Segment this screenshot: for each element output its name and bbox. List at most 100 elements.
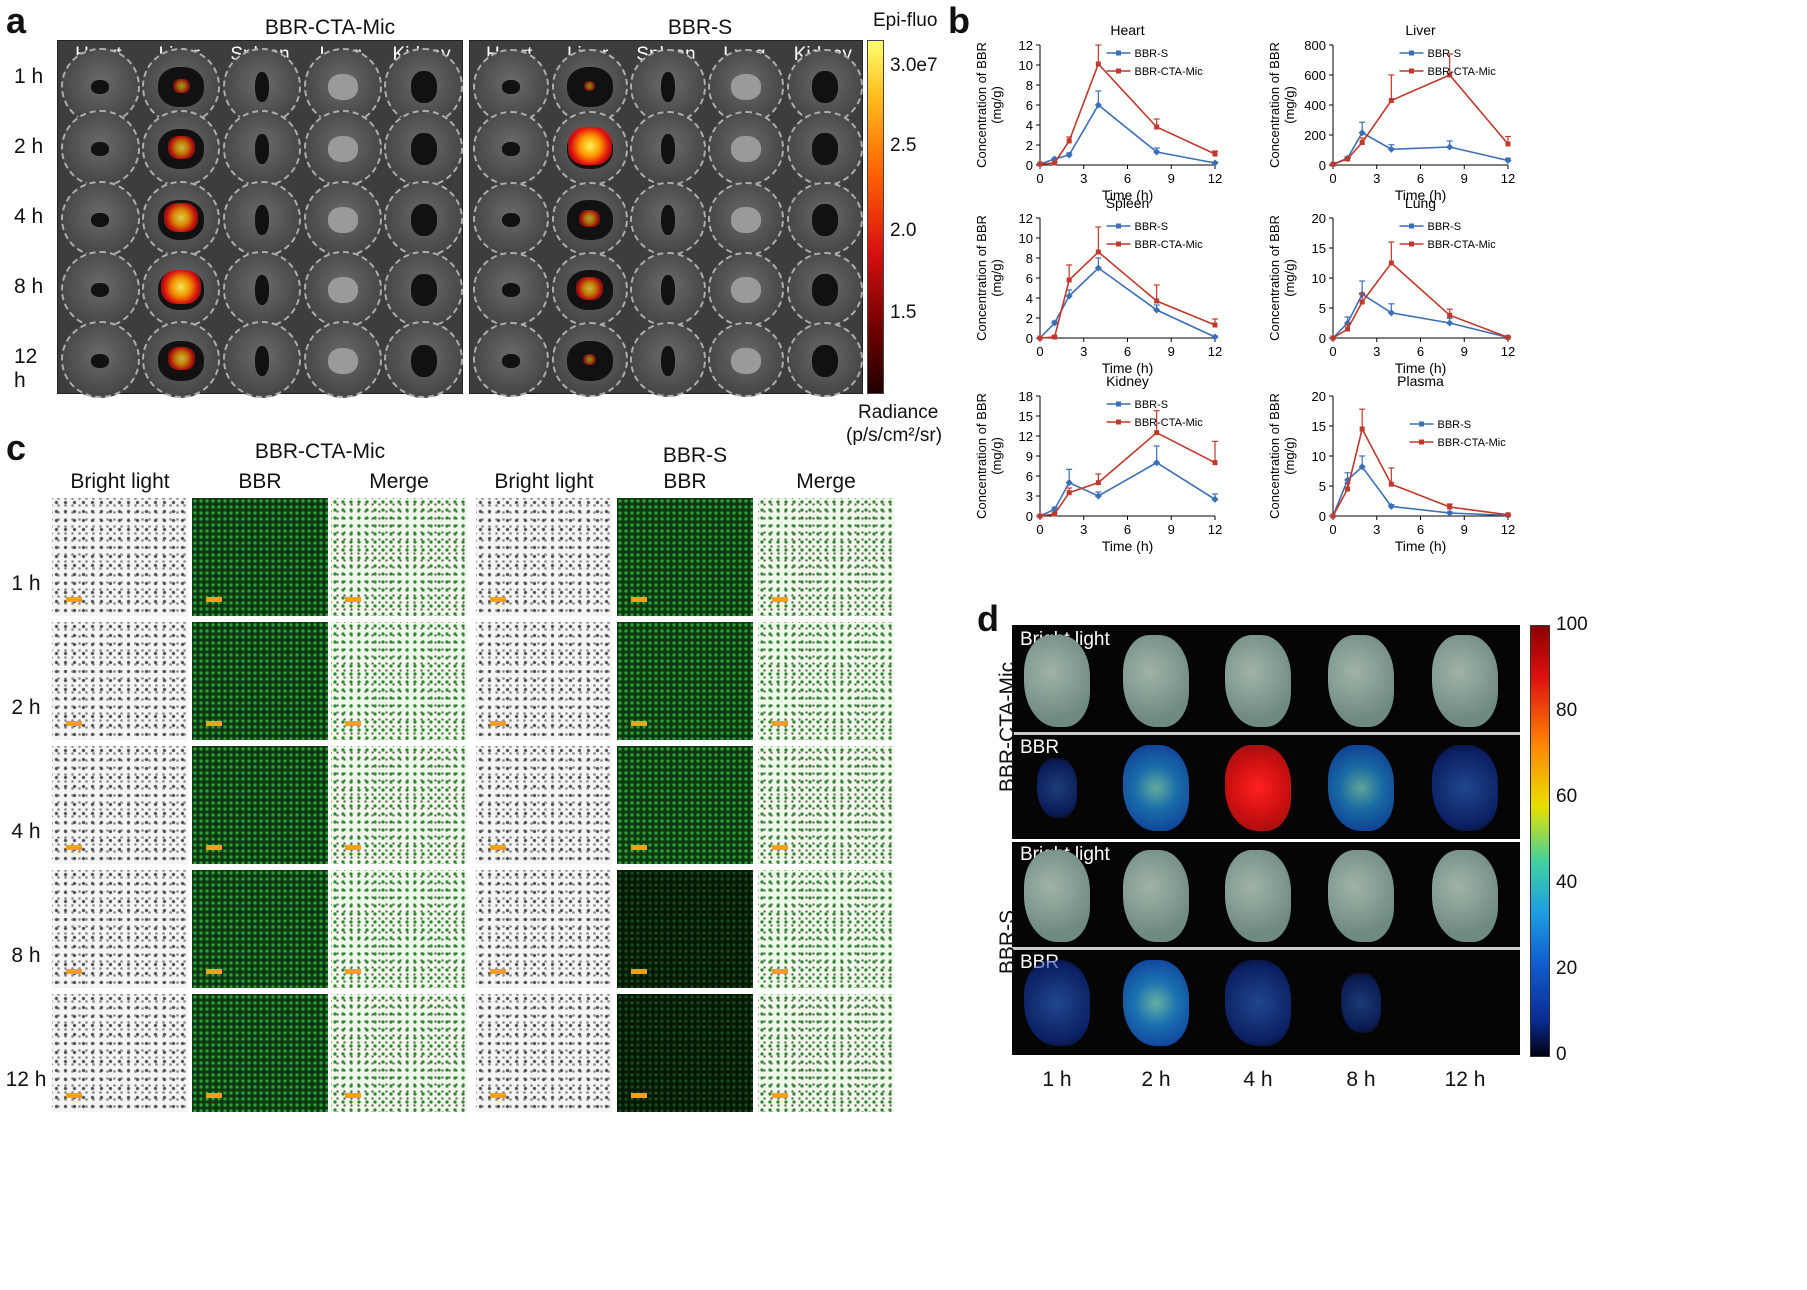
x-tick-label: 12 bbox=[1208, 522, 1222, 537]
panel-a-image-left: HeartLiverSpleenLungKidney bbox=[57, 40, 463, 399]
organ-tissue bbox=[731, 206, 762, 233]
liver-heatmap bbox=[1328, 745, 1394, 831]
organ-dish bbox=[786, 111, 863, 186]
micrograph-merge bbox=[758, 870, 894, 988]
x-tick-label: 12 bbox=[1501, 344, 1515, 359]
y-tick-label: 12 bbox=[1019, 429, 1033, 444]
data-point bbox=[1359, 426, 1365, 432]
organ-tissue bbox=[91, 353, 110, 368]
line-chart-kidney: Kidney 0 3 6 9 12 15 18 0 3 6 9 12 Time (h) Concentrat… bbox=[974, 373, 1222, 554]
scale-bar bbox=[66, 721, 82, 726]
fluorescence-spot bbox=[164, 202, 199, 232]
micrograph-merge bbox=[331, 994, 467, 1112]
scale-bar bbox=[631, 845, 647, 850]
organ-tissue bbox=[811, 274, 838, 307]
legend-label: BBR-S bbox=[1428, 221, 1462, 233]
data-point bbox=[1037, 513, 1043, 519]
data-point bbox=[1447, 72, 1453, 78]
data-point bbox=[1345, 156, 1351, 162]
panel-d-timepoint-label: 1 h bbox=[1042, 1068, 1072, 1091]
x-axis-label: Time (h) bbox=[1395, 538, 1447, 554]
organ-dish bbox=[708, 48, 785, 124]
y-tick-label: 12 bbox=[1019, 38, 1033, 53]
data-point bbox=[1037, 161, 1043, 167]
data-point bbox=[1505, 334, 1511, 340]
micrograph-merge bbox=[331, 622, 467, 740]
scale-bar bbox=[772, 721, 788, 726]
scale-bar bbox=[772, 597, 788, 602]
legend-label: BBR-CTA-Mic bbox=[1438, 437, 1507, 449]
legend-label: BBR-S bbox=[1135, 221, 1169, 233]
x-tick-label: 9 bbox=[1461, 171, 1468, 186]
legend-marker bbox=[1116, 419, 1121, 425]
organ-dish bbox=[303, 180, 382, 258]
x-tick-label: 6 bbox=[1417, 171, 1424, 186]
series-line bbox=[1039, 62, 1216, 165]
organ-tissue bbox=[410, 133, 437, 166]
legend-marker bbox=[1409, 50, 1414, 56]
fluorescence-spot bbox=[582, 353, 597, 366]
y-tick-label: 5 bbox=[1319, 479, 1326, 494]
scale-bar bbox=[206, 1093, 222, 1098]
y-tick-label: 6 bbox=[1026, 98, 1033, 113]
organ-dish bbox=[473, 181, 550, 257]
data-point bbox=[1212, 151, 1218, 157]
fluorescence-spot bbox=[160, 269, 202, 305]
organ-dish bbox=[384, 110, 463, 188]
x-tick-label: 12 bbox=[1501, 171, 1515, 186]
series-line bbox=[1332, 465, 1509, 517]
organ-tissue bbox=[731, 73, 762, 100]
organ-dish bbox=[786, 252, 863, 327]
x-tick-label: 9 bbox=[1461, 522, 1468, 537]
organ-tissue bbox=[410, 274, 437, 307]
y-tick-label: 20 bbox=[1312, 211, 1326, 226]
liver-bright-image bbox=[1123, 635, 1189, 727]
organ-dish bbox=[708, 111, 785, 186]
data-point bbox=[1388, 481, 1394, 487]
liver-heatmap bbox=[1024, 960, 1090, 1046]
organ-tissue bbox=[502, 212, 521, 227]
panel-a-timepoint-label: 8 h bbox=[14, 275, 44, 298]
data-point bbox=[1066, 490, 1072, 496]
organ-tissue bbox=[327, 277, 358, 304]
panel-c-group-right-title: BBR-S bbox=[662, 444, 728, 467]
data-point bbox=[1095, 249, 1101, 255]
chart-title: Heart bbox=[1110, 22, 1144, 38]
line-chart-spleen: Spleen 0 2 4 6 8 10 12 0 3 6 9 12 Time (h) Concentrati… bbox=[974, 195, 1222, 376]
legend-marker bbox=[1116, 223, 1121, 229]
scale-bar bbox=[631, 721, 647, 726]
organ-dish bbox=[708, 322, 785, 398]
organ-tissue bbox=[254, 204, 269, 235]
data-point bbox=[1065, 479, 1073, 487]
y-axis-label: Concentration of BBR(mg/g) bbox=[974, 215, 1004, 341]
organ-tissue bbox=[410, 70, 437, 103]
x-tick-label: 3 bbox=[1373, 522, 1380, 537]
series-line bbox=[1332, 426, 1509, 517]
organ-tissue bbox=[254, 275, 269, 306]
y-tick-label: 10 bbox=[1312, 271, 1326, 286]
panel-d-colorbar-tick: 40 bbox=[1556, 872, 1578, 893]
organ-dish bbox=[61, 180, 140, 258]
x-tick-label: 3 bbox=[1373, 344, 1380, 359]
panel-c-group-left-title: BBR-CTA-Mic bbox=[254, 440, 386, 463]
fluorescence-spot bbox=[167, 347, 195, 370]
data-point bbox=[1154, 124, 1160, 130]
organ-tissue bbox=[327, 206, 358, 233]
scale-bar bbox=[345, 721, 361, 726]
organ-tissue bbox=[811, 203, 838, 236]
micrograph-bbr bbox=[192, 622, 328, 740]
legend-marker bbox=[1116, 68, 1121, 74]
micrograph-bbr bbox=[617, 622, 753, 740]
chart-title: Spleen bbox=[1106, 195, 1150, 211]
liver-heatmap bbox=[1225, 745, 1291, 831]
data-point bbox=[1388, 260, 1394, 266]
organ-dish bbox=[222, 110, 302, 188]
panel-d-timepoint-label: 2 h bbox=[1141, 1068, 1171, 1091]
legend-marker bbox=[1409, 241, 1414, 247]
x-tick-label: 12 bbox=[1208, 344, 1222, 359]
panel-a-colorbar bbox=[867, 40, 884, 394]
micrograph-bright bbox=[52, 746, 188, 864]
organ-dish bbox=[551, 252, 628, 327]
panel-d-colorbar-tick: 60 bbox=[1556, 786, 1578, 807]
micrograph-bright bbox=[476, 994, 612, 1112]
